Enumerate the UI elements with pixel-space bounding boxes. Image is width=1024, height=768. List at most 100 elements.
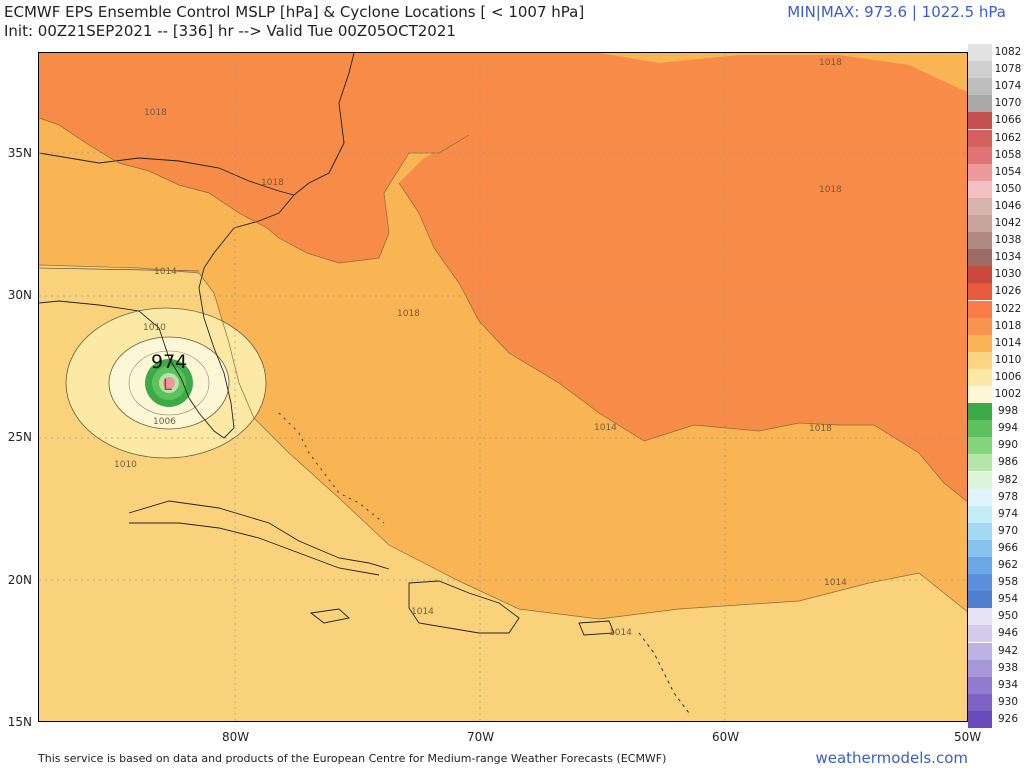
colorbar-swatch [968,283,992,300]
colorbar-level-label: 1082 [992,44,1024,61]
colorbar-swatch [968,266,992,283]
contour-label: 1014 [411,607,434,617]
colorbar-level-label: 1006 [992,369,1024,386]
colorbar-level-label: 938 [992,660,1024,677]
contour-label: 1018 [819,58,842,68]
florida-coast [39,194,295,439]
colorbar-swatch [968,608,992,625]
colorbar-swatch [968,215,992,232]
colorbar-swatch [968,301,992,318]
colorbar-swatch [968,420,992,437]
colorbar-level-label: 958 [992,574,1024,591]
colorbar-level-label: 1010 [992,352,1024,369]
site-link[interactable]: weathermodels.com [815,749,968,767]
colorbar-level-label: 1034 [992,249,1024,266]
colorbar-level-label: 1038 [992,232,1024,249]
colorbar-level-label: 1070 [992,95,1024,112]
colorbar-level-label: 1066 [992,112,1024,129]
jamaica [309,608,350,624]
map-panel: 1018 1018 1018 1018 1018 1018 1014 1010 … [38,52,968,722]
isobar-1014 [39,264,967,620]
colorbar-swatch [968,386,992,403]
colorbar-swatch [968,130,992,147]
hispaniola [408,580,520,634]
contour-label: 1010 [143,323,166,333]
colorbar-swatch [968,591,992,608]
lat-label-15n: 15N [7,715,32,729]
lon-label-50w: 50W [954,730,982,744]
colorbar-level-label: 982 [992,472,1024,489]
colorbar-level-label: 1026 [992,283,1024,300]
colorbar-level-label: 990 [992,437,1024,454]
isobar-1018-atlantic [398,182,967,502]
isobar-1018-west [39,117,470,264]
lon-label-60w: 60W [712,730,740,744]
colorbar-swatch [968,352,992,369]
colorbar-level-label: 926 [992,711,1024,728]
contour-label: 1018 [819,185,842,195]
contour-label: 1018 [397,309,420,319]
contour-label: 1014 [154,267,177,277]
pressure-region-northeast-band [599,53,967,93]
colorbar-swatch [968,454,992,471]
isobar-lines [39,117,967,620]
colorbar-swatch [968,95,992,112]
graticule [39,53,967,721]
lon-label-70w: 70W [467,730,495,744]
lat-label-25n: 25N [7,430,32,444]
colorbar-level-label: 962 [992,557,1024,574]
cuba-north-coast [128,500,390,570]
pressure-region-above-1018-west [39,53,599,263]
colorbar-swatch [968,198,992,215]
colorbar-swatch [968,318,992,335]
colorbar-level-label: 966 [992,540,1024,557]
colorbar-swatch [968,557,992,574]
pressure-region-above-1018-atlantic [399,53,967,502]
contour-label: 1010 [114,460,137,470]
contour-label: 1018 [261,178,284,188]
coastlines [39,53,690,714]
pressure-colorbar: 1082 1078 1074 1070 1066 1062 1058 1054 1050 1046… [968,44,1024,750]
map-title: ECMWF EPS Ensemble Control MSLP [hPa] & … [4,3,585,21]
colorbar-swatch [968,437,992,454]
colorbar-swatch [968,181,992,198]
colorbar-swatch [968,78,992,95]
contour-label: 1014 [824,578,847,588]
colorbar-swatch [968,711,992,728]
colorbar-level-label: 1058 [992,147,1024,164]
colorbar-swatch [968,61,992,78]
colorbar-level-label: 978 [992,489,1024,506]
colorbar-swatch [968,574,992,591]
cyclone-pressure-label: 974 [151,351,187,373]
bahamas [278,412,385,524]
colorbar-swatch [968,44,992,61]
colorbar-level-label: 1002 [992,386,1024,403]
pressure-map: 1018 1018 1018 1018 1018 1018 1014 1010 … [39,53,967,721]
colorbar-level-label: 1054 [992,164,1024,181]
colorbar-level-label: 994 [992,420,1024,437]
colorbar-swatch [968,489,992,506]
lat-label-20n: 20N [7,573,32,587]
cuba-south-coast [129,522,380,576]
colorbar-level-label: 1022 [992,301,1024,318]
cyclone-low-marker: L [163,375,172,394]
colorbar-level-label: 950 [992,608,1024,625]
colorbar-level-label: 1078 [992,61,1024,78]
colorbar-level-label: 954 [992,591,1024,608]
colorbar-swatch [968,523,992,540]
colorbar-level-label: 1030 [992,266,1024,283]
lesser-antilles [638,632,690,714]
colorbar-level-label: 1018 [992,318,1024,335]
colorbar-swatch [968,643,992,660]
contour-label: 1018 [144,108,167,118]
colorbar-level-label: 974 [992,506,1024,523]
lat-label-35n: 35N [7,146,32,160]
colorbar-level-label: 946 [992,625,1024,642]
colorbar-level-label: 930 [992,694,1024,711]
contour-label: 1018 [809,424,832,434]
colorbar-swatch [968,335,992,352]
colorbar-level-label: 1042 [992,215,1024,232]
colorbar-swatch [968,506,992,523]
colorbar-swatch [968,660,992,677]
colorbar-level-label: 998 [992,403,1024,420]
